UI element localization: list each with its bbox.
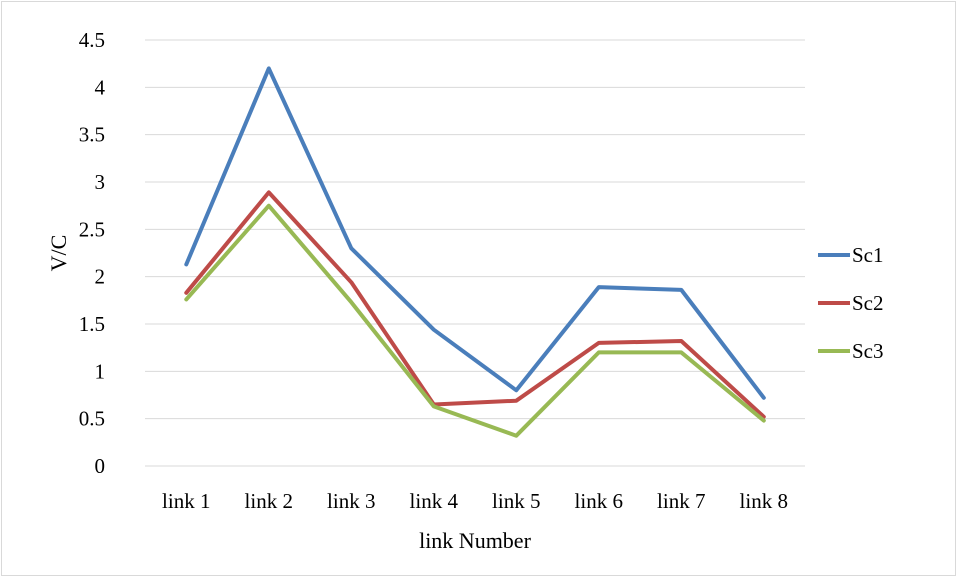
y-tick-label: 4 — [95, 75, 106, 99]
y-tick-label: 1 — [95, 359, 106, 383]
legend: Sc1 Sc2 Sc3 — [818, 243, 884, 363]
x-tick-label: link 6 — [575, 489, 623, 513]
x-tick-label: link 7 — [657, 489, 705, 513]
y-tick-label: 2 — [95, 265, 106, 289]
x-tick-labels: link 1 link 2 link 3 link 4 link 5 link 6 link… — [162, 489, 788, 513]
x-axis-title: link Number — [419, 528, 531, 553]
series-line-sc2 — [184, 190, 766, 419]
y-axis-title: V/C — [46, 235, 71, 272]
series-lines — [184, 66, 766, 438]
gridlines — [145, 39, 805, 467]
x-tick-label: link 4 — [410, 489, 459, 513]
y-tick-label: 2.5 — [79, 217, 105, 241]
x-tick-label: link 2 — [245, 489, 293, 513]
legend-label-sc3: Sc3 — [852, 339, 884, 363]
y-tick-label: 3.5 — [79, 123, 105, 147]
legend-label-sc1: Sc1 — [852, 243, 884, 267]
y-tick-label: 4.5 — [79, 28, 105, 52]
y-tick-label: 0 — [95, 454, 106, 478]
x-tick-label: link 3 — [327, 489, 375, 513]
legend-label-sc2: Sc2 — [852, 291, 884, 315]
y-tick-labels: 0 0.5 1 1.5 2 2.5 3 3.5 4 4.5 — [79, 28, 106, 478]
x-tick-label: link 8 — [740, 489, 788, 513]
y-tick-label: 0.5 — [79, 407, 105, 431]
x-tick-label: link 1 — [162, 489, 210, 513]
series-line-sc1 — [184, 66, 766, 400]
x-tick-label: link 5 — [492, 489, 540, 513]
series-line-sc3 — [184, 203, 766, 438]
y-tick-label: 1.5 — [79, 312, 105, 336]
y-tick-label: 3 — [95, 170, 106, 194]
